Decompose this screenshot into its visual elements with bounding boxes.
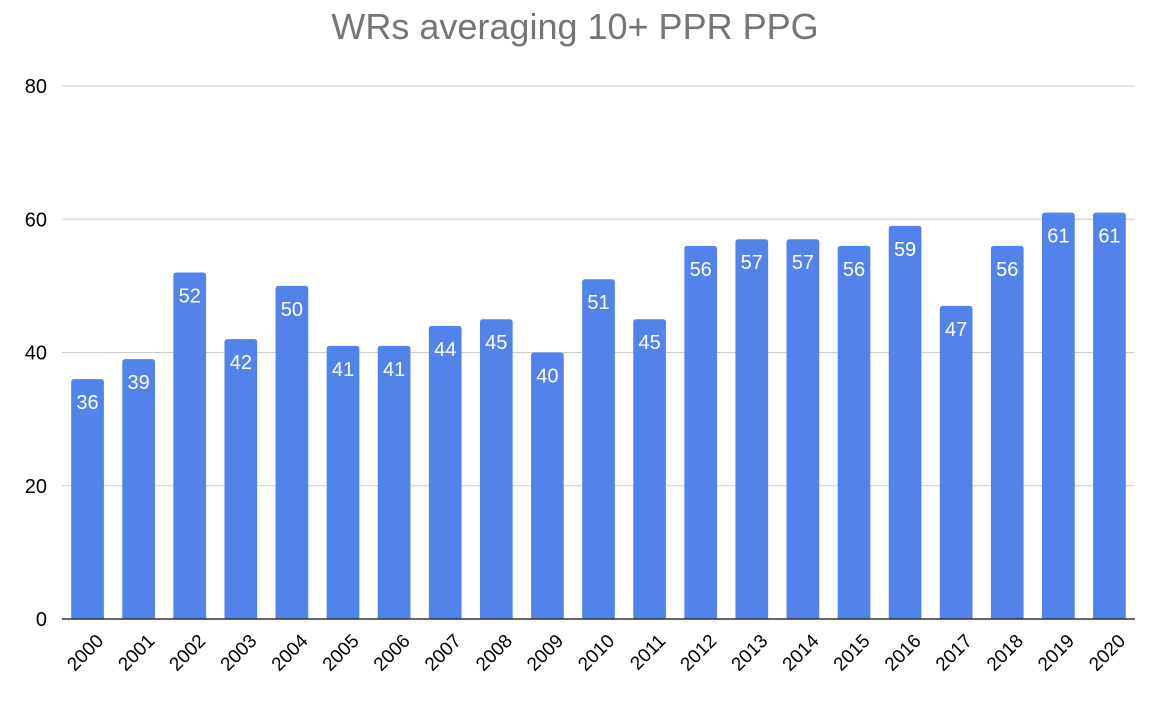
bar [1042, 212, 1075, 619]
data-label: 51 [587, 292, 609, 314]
data-label: 56 [996, 259, 1018, 281]
y-tick-label: 0 [36, 609, 47, 631]
x-tick-label: 2005 [319, 631, 364, 676]
x-tick-label: 2009 [523, 631, 568, 676]
bar [1093, 212, 1126, 619]
x-tick-label: 2007 [421, 631, 466, 676]
data-label: 57 [792, 252, 814, 274]
data-label: 57 [741, 252, 763, 274]
bar [275, 285, 309, 619]
y-tick-label: 40 [25, 343, 47, 365]
x-tick-label: 2002 [166, 631, 211, 676]
data-label: 44 [434, 339, 456, 361]
bar [326, 345, 360, 619]
data-label: 50 [281, 299, 303, 321]
bar [939, 305, 973, 619]
x-tick-label: 2012 [677, 631, 722, 676]
y-tick-label: 80 [25, 76, 47, 98]
data-label: 61 [1098, 226, 1120, 248]
bar [786, 239, 820, 620]
bar [173, 272, 207, 619]
x-tick-label: 2006 [370, 631, 415, 676]
x-tick-label: 2004 [268, 630, 313, 675]
x-tick-label: 2003 [217, 631, 262, 676]
data-label: 47 [945, 319, 967, 341]
bar [122, 359, 155, 619]
x-tick-label: 2020 [1085, 631, 1130, 676]
x-tick-label: 2016 [881, 631, 926, 676]
bar [428, 325, 462, 619]
x-tick-label: 2001 [114, 631, 159, 676]
bar [837, 245, 871, 619]
data-label: 36 [76, 392, 98, 414]
bar [990, 245, 1024, 619]
bar [377, 345, 411, 619]
data-label: 42 [230, 352, 252, 374]
x-tick-label: 2010 [574, 631, 619, 676]
x-tick-label: 2011 [626, 631, 670, 675]
data-label: 52 [179, 286, 201, 308]
data-label: 41 [383, 359, 405, 381]
bar [582, 279, 615, 619]
bar [224, 339, 258, 619]
y-tick-label: 20 [25, 476, 47, 498]
bar [479, 319, 513, 619]
data-label: 39 [128, 372, 150, 394]
x-tick-label: 2018 [983, 631, 1028, 676]
data-label: 56 [690, 259, 712, 281]
x-tick-label: 2019 [1034, 631, 1079, 676]
bar [735, 239, 769, 620]
x-tick-label: 2017 [932, 631, 977, 676]
bar [633, 319, 666, 619]
data-label: 45 [485, 332, 507, 354]
bar [684, 245, 718, 619]
x-tick-label: 2015 [830, 631, 875, 676]
data-label: 45 [638, 332, 660, 354]
bar [531, 352, 564, 619]
bar [71, 379, 104, 619]
data-label: 61 [1047, 226, 1069, 248]
bar [888, 225, 922, 619]
x-tick-label: 2014 [779, 630, 824, 675]
x-tick-label: 2013 [728, 631, 773, 676]
data-label: 40 [536, 366, 558, 388]
x-tick-label: 2000 [63, 631, 108, 676]
data-label: 56 [843, 259, 865, 281]
data-label: 41 [332, 359, 354, 381]
data-label: 59 [894, 239, 916, 261]
x-tick-label: 2008 [472, 631, 517, 676]
y-tick-label: 60 [25, 209, 47, 231]
chart-title: WRs averaging 10+ PPR PPG [331, 6, 819, 47]
